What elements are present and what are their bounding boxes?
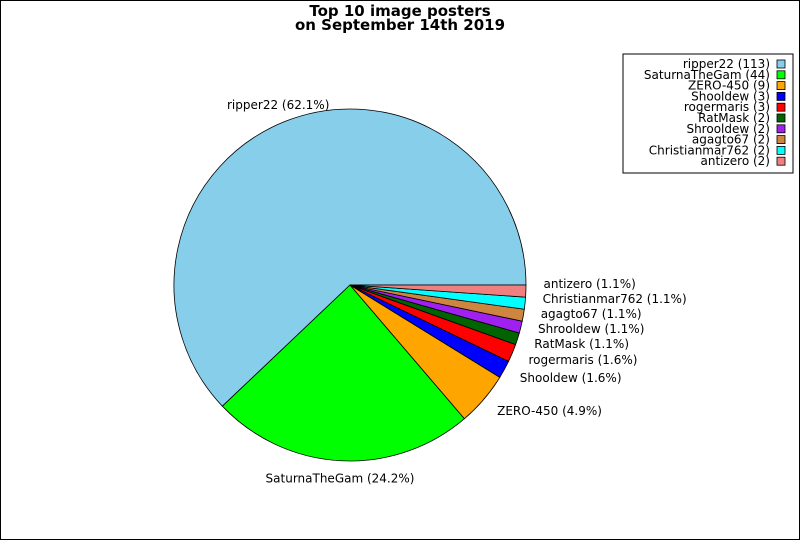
slice-label-ripper22: ripper22 (62.1%) [227,98,329,112]
slice-label-antizero: antizero (1.1%) [544,277,636,291]
legend-swatch-ratmask [776,113,786,123]
chart-title-line-1: Top 10 image posters [309,2,490,20]
slice-label-shooldew: Shooldew (1.6%) [520,371,622,385]
slice-label-zero-450: ZERO-450 (4.9%) [497,404,602,418]
legend-swatch-zero-450 [776,81,786,90]
pie-slice-saturnathegam [221,284,465,462]
legend-swatch-antizero [776,156,786,166]
slice-label-agagto67: agagto67 (1.1%) [541,307,642,321]
legend-box [622,53,794,174]
legend-label-antizero: antizero (2) [700,154,770,168]
pie-slice-ripper22 [173,108,527,407]
legend-label-ripper22: ripper22 (113) [683,57,770,71]
legend-label-shrooldew: Shrooldew (2) [686,122,770,136]
slice-label-saturnathegam: SaturnaTheGam (24.2%) [266,471,415,485]
slice-label-rogermaris: rogermaris (1.6%) [529,353,638,367]
legend-swatch-ripper22 [776,59,786,69]
pie-slices [173,108,527,462]
legend-label-zero-450: ZERO-450 (9) [688,79,770,93]
legend: ripper22 (113)SaturnaTheGam (44)ZERO-450… [622,53,794,174]
pie-labels: ripper22 (62.1%) SaturnaTheGam (24.2%) ZER… [227,98,687,485]
chart-title-line-2: on September 14th 2019 [295,16,505,34]
legend-label-agagto67: agagto67 (2) [692,133,770,147]
legend-swatch-shrooldew [776,124,786,134]
slice-label-ratmask: RatMask (1.1%) [534,337,629,351]
legend-swatch-saturnathegam [776,70,786,80]
legend-swatch-shooldew [776,92,786,101]
legend-label-christianmar762: Christianmar762 (2) [649,143,770,157]
legend-swatch-agagto67 [776,135,786,145]
legend-label-shooldew: Shooldew (3) [691,89,770,103]
legend-label-rogermaris: rogermaris (3) [684,100,770,114]
legend-swatch-christianmar762 [776,145,786,155]
pie-slice-antizero [349,284,527,298]
slice-label-shrooldew: Shrooldew (1.1%) [538,322,644,336]
slice-label-christianmar762: Christianmar762 (1.1%) [543,292,687,306]
legend-label-ratmask: RatMask (2) [698,111,770,125]
legend-label-saturnathegam: SaturnaTheGam (44) [644,68,770,82]
legend-swatch-rogermaris [776,102,786,112]
